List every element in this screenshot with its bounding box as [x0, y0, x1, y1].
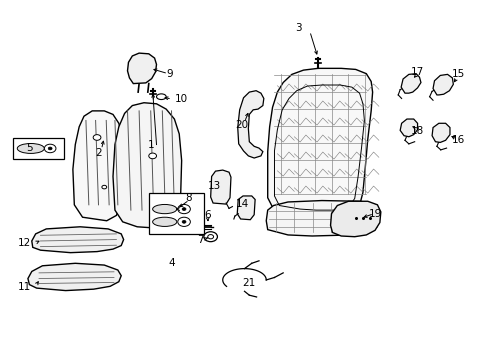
- Polygon shape: [432, 75, 452, 95]
- Polygon shape: [400, 74, 420, 93]
- Text: 11: 11: [18, 282, 31, 292]
- Ellipse shape: [17, 144, 44, 153]
- Ellipse shape: [182, 220, 185, 223]
- Ellipse shape: [182, 208, 185, 211]
- Ellipse shape: [203, 232, 217, 242]
- Text: 9: 9: [166, 69, 172, 79]
- Polygon shape: [73, 111, 123, 221]
- Polygon shape: [237, 91, 264, 158]
- Ellipse shape: [152, 204, 177, 214]
- Polygon shape: [32, 227, 123, 253]
- Text: 21: 21: [242, 279, 255, 288]
- Ellipse shape: [48, 147, 52, 150]
- Polygon shape: [267, 68, 372, 214]
- Ellipse shape: [207, 235, 213, 239]
- Ellipse shape: [152, 217, 177, 226]
- Text: 16: 16: [450, 135, 464, 145]
- Text: 15: 15: [450, 69, 464, 79]
- Text: 20: 20: [235, 120, 248, 130]
- Text: 17: 17: [410, 67, 423, 77]
- Polygon shape: [431, 123, 449, 143]
- Text: 13: 13: [207, 181, 220, 192]
- Polygon shape: [28, 263, 121, 291]
- Polygon shape: [127, 53, 156, 84]
- Text: 19: 19: [367, 209, 381, 219]
- Polygon shape: [237, 196, 255, 220]
- Ellipse shape: [178, 217, 190, 226]
- Ellipse shape: [93, 135, 101, 140]
- Polygon shape: [113, 103, 181, 228]
- Ellipse shape: [44, 144, 56, 153]
- Bar: [148, 193, 204, 234]
- Polygon shape: [330, 201, 380, 237]
- Text: 2: 2: [95, 148, 102, 158]
- Text: 14: 14: [235, 199, 248, 209]
- Polygon shape: [399, 119, 417, 137]
- Text: 1: 1: [147, 140, 154, 149]
- Bar: [13, 138, 64, 159]
- Text: 8: 8: [185, 193, 192, 203]
- Text: 5: 5: [26, 143, 33, 153]
- Polygon shape: [265, 201, 378, 236]
- Text: 6: 6: [204, 210, 211, 220]
- Ellipse shape: [178, 204, 190, 214]
- Ellipse shape: [156, 94, 166, 100]
- Text: 7: 7: [196, 235, 203, 245]
- Text: 18: 18: [410, 126, 423, 136]
- Text: 4: 4: [168, 258, 175, 268]
- Polygon shape: [210, 170, 230, 204]
- Ellipse shape: [148, 153, 156, 159]
- Text: 12: 12: [18, 238, 31, 248]
- Text: 3: 3: [295, 23, 302, 33]
- Ellipse shape: [102, 185, 106, 189]
- Text: 10: 10: [174, 94, 187, 104]
